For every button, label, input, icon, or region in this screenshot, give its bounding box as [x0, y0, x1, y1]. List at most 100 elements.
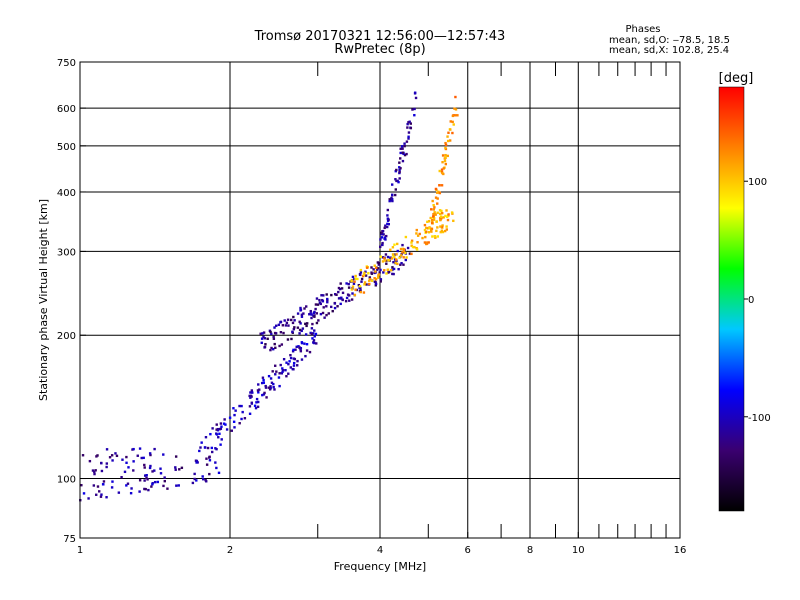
data-points: [79, 91, 459, 502]
data-point: [364, 274, 368, 277]
data-point: [401, 147, 404, 150]
data-point: [305, 322, 309, 325]
data-point: [280, 343, 284, 346]
data-point: [359, 290, 362, 294]
data-point: [394, 178, 397, 181]
data-point: [82, 492, 86, 495]
data-point: [94, 469, 97, 472]
data-point: [431, 199, 434, 203]
data-point: [300, 358, 304, 361]
data-point: [351, 275, 355, 279]
data-point: [270, 332, 273, 336]
data-point: [274, 346, 277, 350]
data-point: [423, 223, 427, 227]
data-point: [411, 108, 414, 111]
data-point: [373, 264, 376, 267]
data-point: [299, 349, 303, 353]
data-point: [314, 303, 318, 306]
data-point: [348, 299, 351, 302]
data-point: [110, 454, 114, 457]
data-point: [376, 276, 380, 279]
data-point: [277, 323, 281, 327]
data-point: [304, 333, 308, 336]
data-point: [146, 478, 149, 481]
data-point: [256, 405, 260, 408]
data-point: [396, 242, 399, 246]
data-point: [105, 496, 108, 499]
data-point: [283, 319, 286, 322]
data-point: [447, 131, 450, 134]
data-point: [370, 266, 373, 269]
data-point: [325, 293, 328, 296]
data-point: [333, 293, 337, 296]
data-point: [261, 332, 264, 335]
data-point: [115, 454, 119, 458]
data-point: [396, 179, 399, 183]
data-point: [148, 466, 152, 470]
data-point: [293, 326, 296, 329]
data-point: [201, 475, 204, 478]
data-point: [436, 211, 439, 215]
data-point: [341, 298, 344, 301]
stats-title: Phases: [625, 24, 660, 35]
data-point: [451, 120, 454, 124]
data-point: [430, 227, 434, 231]
data-point: [241, 410, 244, 414]
data-point: [384, 259, 387, 262]
data-point: [289, 353, 292, 357]
data-point: [282, 357, 286, 361]
data-point: [263, 337, 267, 340]
data-point: [428, 227, 431, 230]
data-point: [193, 477, 196, 481]
data-point: [291, 321, 295, 325]
data-point: [208, 455, 211, 458]
data-point: [290, 318, 293, 322]
data-point: [162, 453, 165, 456]
data-point: [353, 277, 356, 281]
data-point: [433, 206, 436, 209]
data-point: [439, 215, 443, 218]
data-point: [358, 285, 362, 288]
data-point: [316, 303, 320, 306]
data-point: [440, 184, 444, 187]
data-point: [444, 143, 448, 147]
data-point: [404, 235, 408, 239]
y-tick-label: 600: [57, 104, 76, 115]
colorbar-tick-label: 100: [748, 177, 767, 188]
data-point: [292, 327, 296, 331]
data-point: [220, 425, 223, 428]
data-point: [250, 389, 254, 392]
data-point: [424, 230, 428, 233]
data-point: [209, 432, 212, 436]
data-point: [379, 238, 382, 241]
data-point: [274, 364, 277, 367]
data-point: [392, 272, 395, 276]
data-point: [347, 282, 350, 286]
chart-title: Tromsø 20170321 12:56:00—12:57:43: [254, 29, 506, 44]
data-point: [309, 309, 312, 313]
data-point: [383, 236, 387, 239]
data-point: [302, 312, 305, 315]
data-point: [351, 285, 355, 288]
data-point: [238, 422, 241, 425]
data-point: [379, 268, 382, 272]
data-point: [322, 306, 325, 309]
data-point: [273, 342, 276, 346]
data-point: [125, 455, 128, 459]
data-point: [451, 114, 455, 118]
data-point: [312, 339, 316, 342]
data-point: [200, 441, 203, 444]
data-point: [93, 470, 96, 473]
data-point: [379, 255, 383, 258]
data-point: [447, 213, 450, 216]
data-point: [450, 211, 454, 214]
data-point: [426, 227, 430, 230]
data-point: [232, 407, 235, 410]
data-point: [272, 382, 275, 386]
data-point: [219, 422, 223, 425]
data-point: [215, 466, 218, 470]
data-point: [198, 449, 201, 453]
data-point: [145, 476, 148, 480]
data-point: [285, 375, 288, 378]
data-point: [251, 391, 254, 394]
